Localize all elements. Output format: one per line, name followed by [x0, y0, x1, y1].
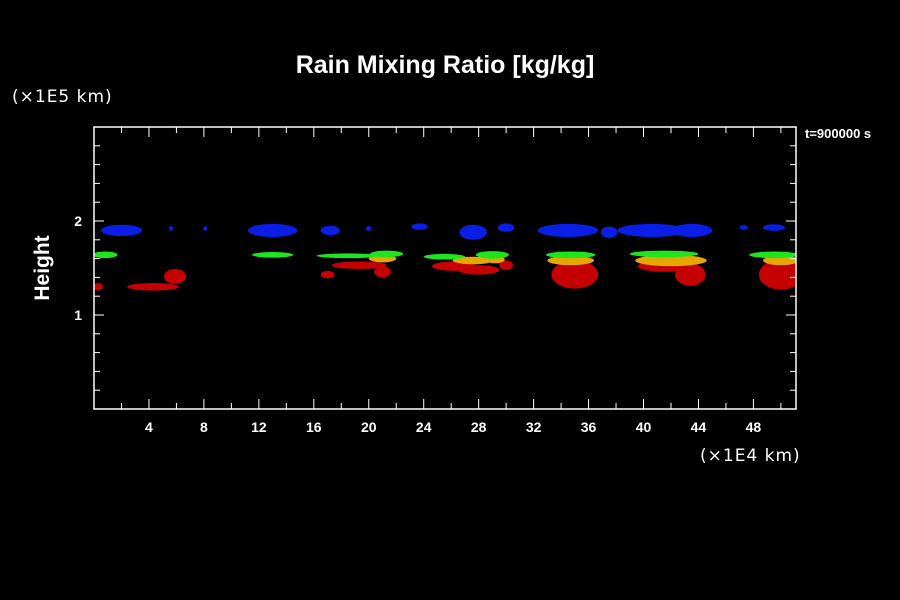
chart-title: Rain Mixing Ratio [kg/kg] [296, 51, 595, 79]
red-rain-region [374, 266, 391, 278]
blue-rain-region [203, 226, 208, 231]
x-tick-label: 8 [200, 419, 208, 435]
x-tick-label: 36 [581, 419, 597, 435]
orange-rain-region [635, 254, 707, 267]
axes [93, 126, 797, 410]
red-rain-region [675, 263, 706, 286]
x-tick-label: 12 [251, 419, 267, 435]
green-rain-region [545, 251, 596, 259]
blue-rain-region [600, 226, 618, 238]
x-tick-label: 20 [361, 419, 377, 435]
x-tick-label: 16 [306, 419, 322, 435]
green-rain-region [475, 251, 509, 259]
blue-rain-region [168, 226, 173, 231]
blue-rain-region [617, 223, 687, 237]
red-rain-region [499, 260, 514, 270]
blue-rain-region [670, 223, 713, 237]
orange-rain-region [547, 255, 595, 266]
red-rain-region [458, 265, 500, 275]
x-tick-label: 4 [145, 419, 153, 435]
x-tick-label: 28 [471, 419, 487, 435]
y-tick-label: 2 [74, 213, 82, 229]
blue-rain-region [739, 225, 748, 230]
green-rain-region [629, 250, 699, 258]
blue-rain-region [763, 224, 786, 231]
red-rain-region [320, 270, 335, 279]
x-tick-label: 40 [636, 419, 652, 435]
blue-rain-region [320, 225, 340, 236]
green-rain-region [94, 251, 118, 259]
red-rain-region [551, 260, 599, 289]
red-rain-region [164, 268, 187, 284]
blue-rain-region [411, 223, 428, 230]
y-tick-label: 1 [74, 307, 82, 323]
blue-rain-region [100, 224, 143, 237]
x-tick-label: 44 [691, 419, 707, 435]
x-tick-label: 32 [526, 419, 542, 435]
red-rain-region [126, 283, 180, 291]
red-rain-region [331, 261, 387, 269]
orange-rain-region [452, 256, 494, 265]
green-rain-region [749, 251, 796, 259]
x-tick-labels: 4 8 12 16 20 24 28 32 36 40 44 48 [145, 419, 761, 435]
x-unit-label: (×1E4 km) [700, 446, 801, 466]
blue-rain-region [537, 223, 599, 237]
y-tick-labels: 12 [74, 213, 82, 323]
x-tick-label: 48 [746, 419, 762, 435]
blue-rain-region [366, 226, 372, 231]
blue-rain-region [247, 223, 298, 237]
blue-rain-region [497, 223, 515, 232]
orange-rain-region [763, 255, 796, 266]
green-rain-region [316, 253, 380, 259]
x-tick-label: 24 [416, 419, 432, 435]
blue-rain-region [459, 224, 487, 240]
green-rain-region [370, 250, 404, 258]
red-rain-region [758, 259, 796, 290]
y-unit-label: (×1E5 km) [12, 87, 113, 107]
green-rain-region [423, 253, 465, 260]
plot-frame [93, 126, 797, 410]
red-rain-region [94, 283, 103, 291]
data-features [94, 223, 796, 291]
green-rain-region [251, 252, 294, 258]
time-label: t=900000 s [805, 126, 871, 141]
y-axis-label: Height [31, 235, 54, 300]
